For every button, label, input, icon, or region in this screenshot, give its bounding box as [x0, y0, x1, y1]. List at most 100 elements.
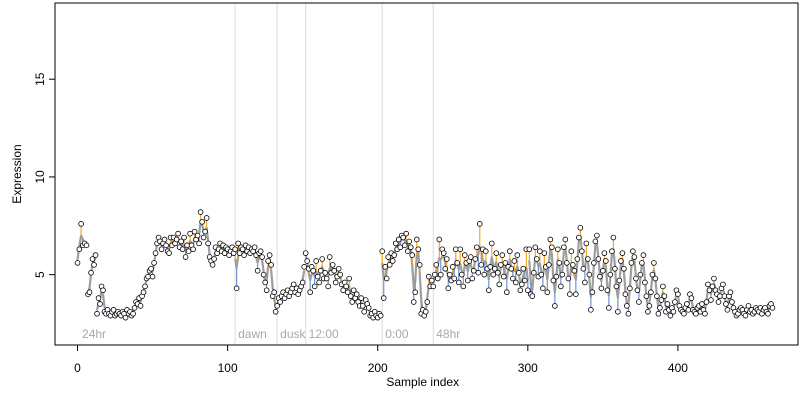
data-point: [619, 250, 626, 256]
data-point: [76, 246, 83, 253]
marker-label-24hr: 24hr: [82, 327, 106, 341]
data-point: [454, 260, 461, 266]
data-point: [488, 240, 495, 247]
data-point: [140, 289, 147, 296]
data-point: [501, 273, 507, 280]
marker-label: 0:00: [385, 327, 409, 341]
data-point: [561, 244, 567, 251]
data-point: [658, 297, 665, 303]
data-point: [540, 285, 546, 292]
data-point: [624, 303, 630, 309]
data-point: [607, 271, 614, 278]
data-point: [613, 283, 620, 290]
data-point: [424, 299, 431, 305]
data-point: [592, 238, 599, 245]
x-axis-title: Sample index: [386, 375, 459, 389]
data-point: [181, 234, 187, 241]
data-point: [555, 246, 561, 253]
marker-labels: 24hr dawn dusk 12:00 0:00 48hr: [82, 327, 460, 341]
data-point: [179, 246, 186, 253]
data-point: [382, 264, 389, 270]
data-point: [642, 279, 648, 286]
data-point: [541, 250, 548, 256]
data-point: [446, 271, 453, 278]
data-point: [504, 289, 510, 296]
data-point: [538, 271, 545, 278]
data-point: [251, 244, 258, 251]
y-axis-title: Expression: [10, 144, 24, 203]
data-point: [203, 215, 210, 221]
data-point: [529, 293, 536, 299]
data-point: [311, 283, 318, 290]
data-point: [522, 277, 528, 284]
data-point: [452, 246, 459, 253]
data-point: [433, 262, 440, 268]
axes: 0 100 200 300 400 5 10 15: [33, 72, 688, 375]
data-point: [335, 265, 342, 272]
data-point: [385, 254, 392, 260]
data-point: [326, 254, 333, 260]
data-point: [510, 275, 516, 282]
data-point: [660, 283, 666, 290]
data-point: [564, 260, 570, 266]
data-point: [391, 252, 398, 258]
data-point: [434, 275, 441, 282]
data-point: [721, 293, 728, 299]
data-point: [259, 254, 265, 260]
data-point: [508, 265, 515, 272]
data-point: [649, 271, 656, 278]
data-point: [100, 287, 106, 294]
data-point: [481, 271, 488, 278]
data-point: [184, 242, 190, 249]
data-point: [583, 240, 590, 247]
data-point: [534, 256, 540, 262]
data-point: [271, 289, 277, 296]
data-point: [631, 254, 638, 260]
x-tick-label: 200: [368, 361, 388, 375]
data-point: [266, 252, 273, 258]
data-point: [511, 258, 518, 264]
data-point: [574, 256, 581, 262]
data-point: [765, 310, 771, 317]
data-point: [232, 246, 238, 253]
data-point: [221, 250, 228, 256]
data-point: [502, 260, 509, 266]
data-point: [415, 246, 422, 253]
data-point: [685, 307, 692, 313]
data-point: [582, 279, 588, 286]
data-point: [410, 299, 417, 305]
data-point: [520, 265, 527, 272]
data-point: [346, 275, 352, 282]
data-point: [589, 289, 596, 296]
data-point: [603, 258, 609, 264]
data-point: [422, 308, 429, 315]
data-point: [95, 295, 102, 301]
data-point: [516, 269, 522, 276]
data-point: [681, 310, 687, 317]
data-point: [460, 283, 467, 290]
data-point: [314, 273, 321, 280]
data-point: [670, 308, 677, 315]
data-point: [612, 265, 618, 272]
data-point: [131, 305, 138, 311]
data-point: [409, 252, 416, 258]
data-point: [634, 287, 641, 294]
data-point: [349, 299, 356, 305]
data-point: [265, 258, 271, 264]
data-point: [92, 252, 99, 258]
data-point: [639, 260, 645, 266]
data-point: [606, 305, 612, 311]
data-point: [235, 240, 241, 247]
data-point: [531, 269, 537, 276]
data-point: [262, 279, 268, 286]
data-point: [485, 287, 492, 294]
data-point: [544, 289, 551, 296]
data-point: [428, 277, 435, 284]
data-point: [412, 289, 419, 296]
data-point: [724, 307, 731, 313]
data-point: [83, 242, 90, 249]
data-point: [173, 236, 180, 243]
data-point: [615, 308, 621, 315]
data-point: [705, 281, 711, 288]
data-point: [340, 287, 346, 294]
